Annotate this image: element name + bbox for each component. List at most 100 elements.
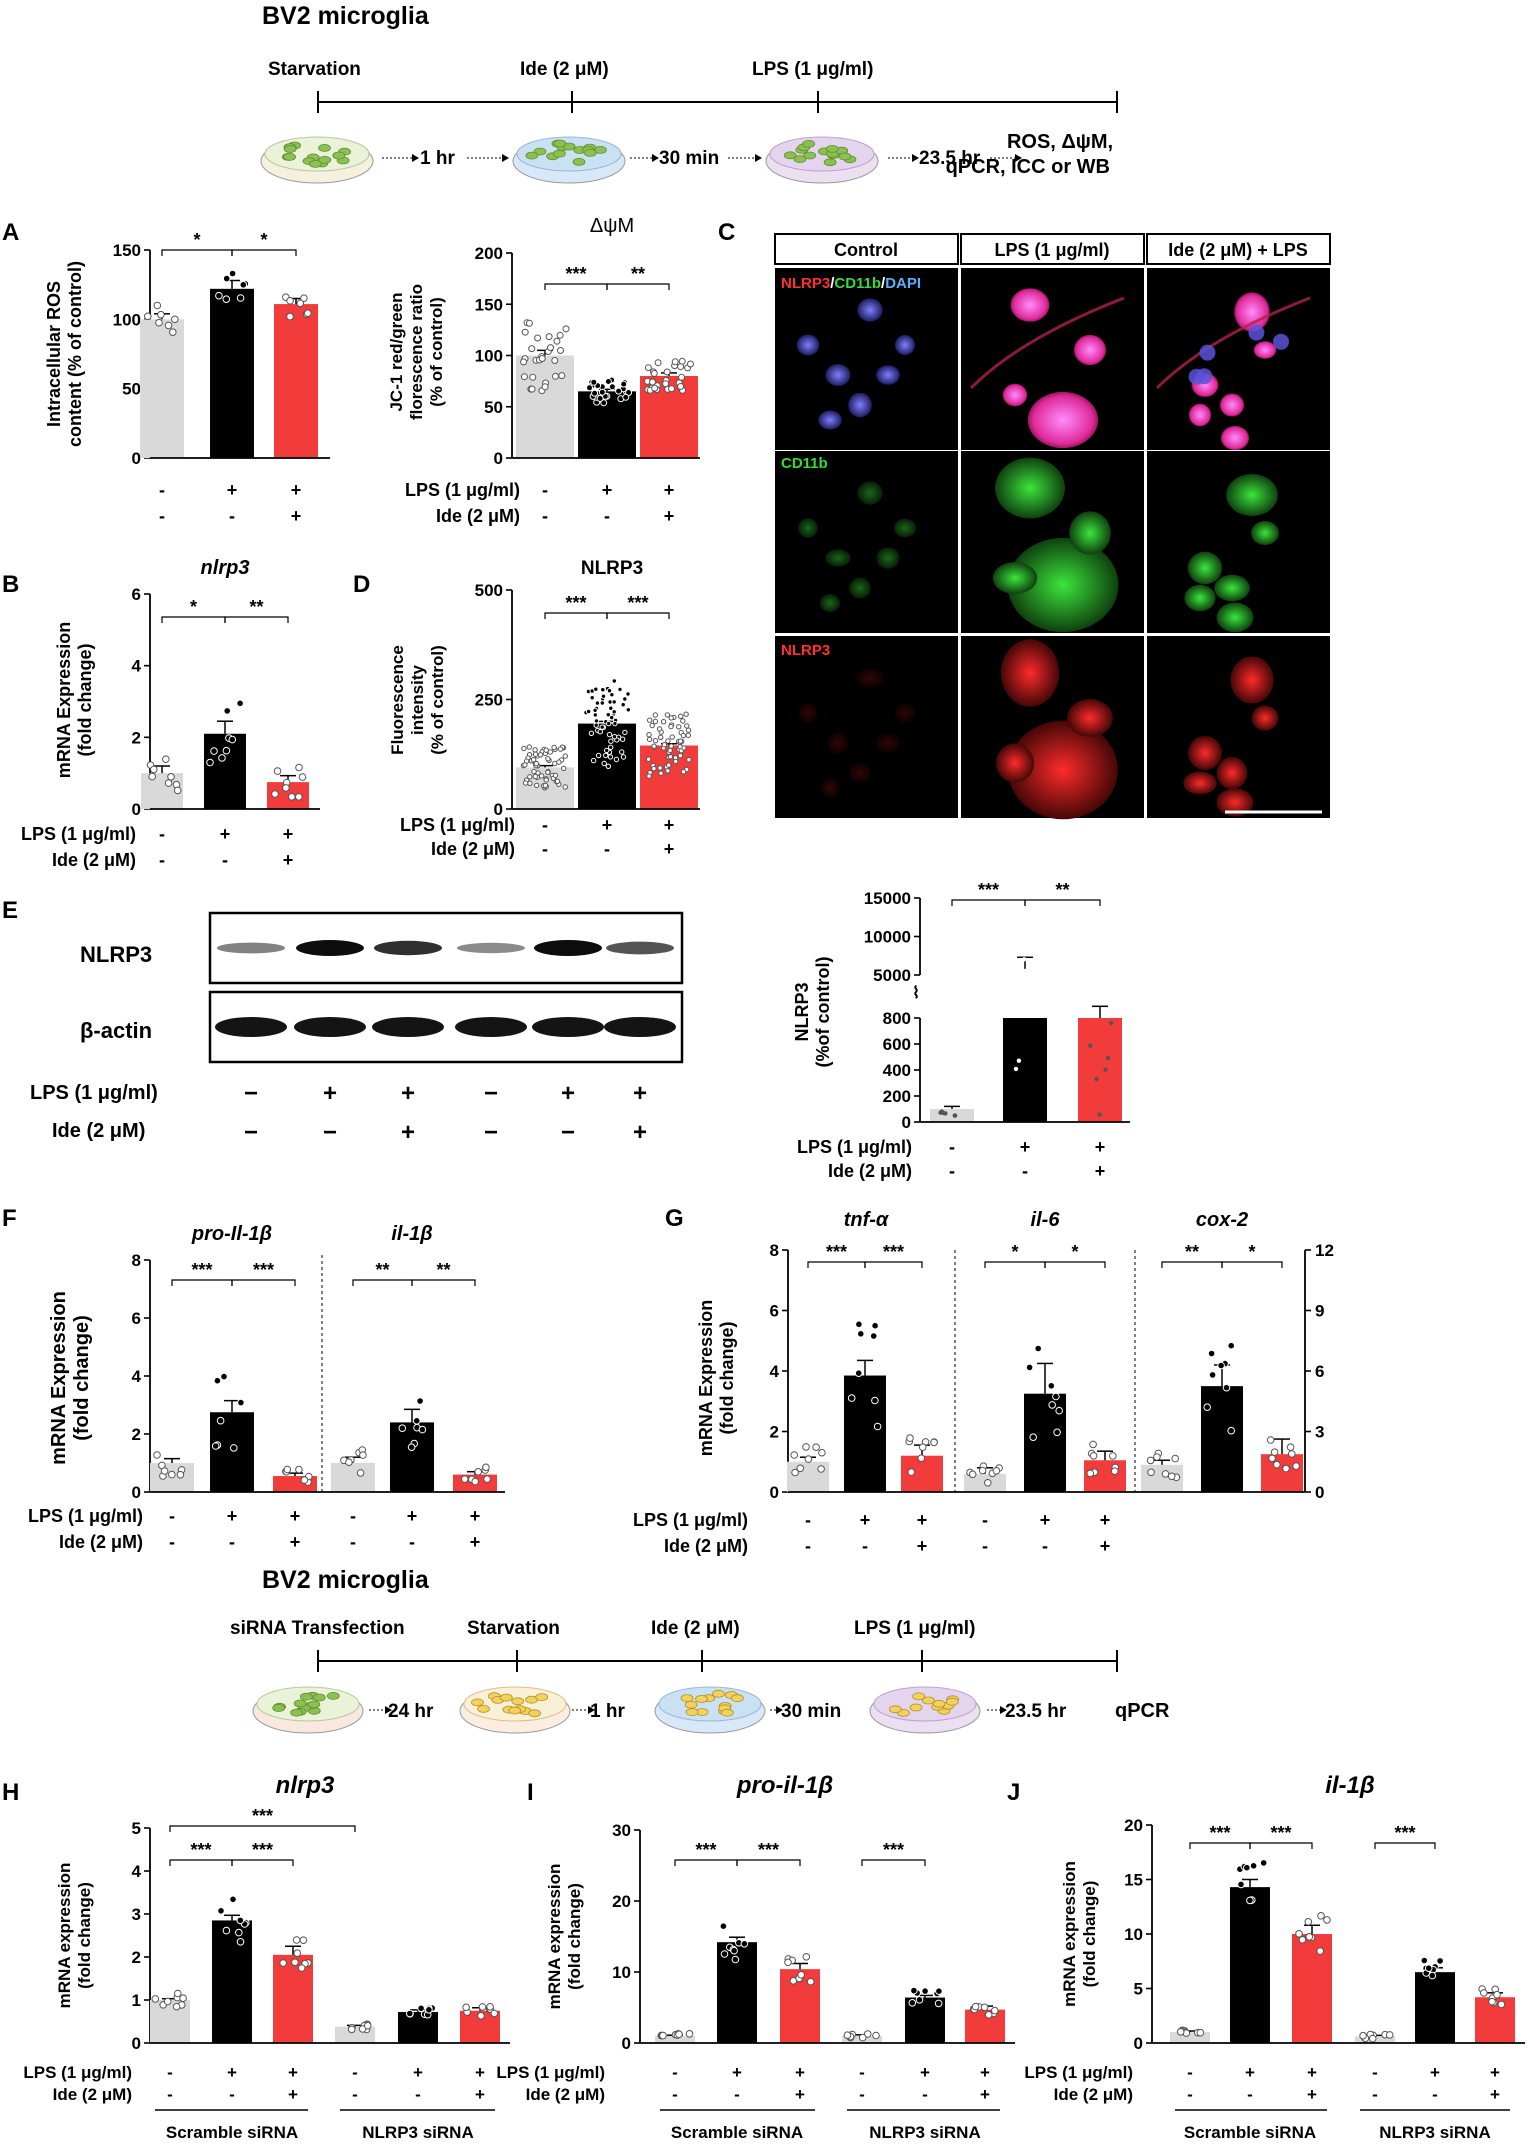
data-point bbox=[613, 756, 620, 763]
data-point bbox=[593, 686, 599, 692]
event-label: Ide (2 μM) bbox=[651, 1618, 740, 1639]
data-point bbox=[553, 337, 561, 345]
data-point bbox=[1207, 1349, 1216, 1358]
data-point bbox=[606, 720, 612, 727]
data-point bbox=[594, 700, 601, 706]
significance-bracket bbox=[231, 1859, 294, 1866]
micrograph-tile bbox=[775, 636, 958, 818]
significance-mark: *** bbox=[253, 1260, 274, 1280]
cell-body bbox=[796, 334, 820, 356]
data-point bbox=[818, 1448, 826, 1457]
ide-sign: - bbox=[350, 1532, 356, 1552]
data-point bbox=[1047, 1382, 1056, 1390]
y-axis-label: mRNA expression(fold change) bbox=[545, 1864, 584, 2010]
data-point bbox=[601, 760, 607, 767]
data-point bbox=[557, 746, 564, 752]
data-point bbox=[521, 328, 529, 336]
data-point bbox=[556, 331, 564, 339]
bar bbox=[1261, 1454, 1303, 1492]
lps-sign: - bbox=[949, 1137, 955, 1157]
data-point bbox=[1323, 1916, 1331, 1924]
significance-mark: * bbox=[190, 597, 197, 617]
ide-sign: - bbox=[1432, 2085, 1438, 2104]
bar bbox=[204, 733, 246, 809]
data-point bbox=[620, 754, 627, 760]
blot-lps-sign: + bbox=[323, 1080, 337, 1107]
data-point bbox=[857, 1330, 865, 1338]
data-point bbox=[855, 1320, 863, 1329]
y-tick-label: 0 bbox=[494, 800, 503, 819]
cell bbox=[783, 151, 797, 160]
data-point bbox=[218, 754, 226, 762]
data-point bbox=[412, 1417, 421, 1425]
data-point bbox=[228, 735, 237, 744]
bar bbox=[273, 1954, 313, 2043]
data-point bbox=[547, 749, 553, 755]
cell bbox=[318, 155, 332, 164]
significance-bracket bbox=[864, 1261, 923, 1268]
significance-mark: ** bbox=[436, 1260, 450, 1280]
data-point bbox=[562, 784, 568, 790]
western-blot: NLRP3 β-actin LPS (1 μg/ml) Ide (2 μM) −… bbox=[30, 911, 684, 1146]
significance-mark: *** bbox=[1394, 1823, 1415, 1843]
data-point bbox=[239, 281, 248, 289]
nucleus bbox=[1273, 333, 1289, 350]
data-point bbox=[646, 732, 652, 738]
cell bbox=[477, 1705, 491, 1713]
duration-label: 24 hr bbox=[388, 1701, 434, 1722]
data-point bbox=[596, 395, 604, 402]
lps-sign: + bbox=[664, 480, 675, 500]
significance-mark: *** bbox=[565, 593, 586, 613]
lps-sign: + bbox=[1490, 2063, 1500, 2082]
data-point bbox=[667, 754, 674, 760]
ide-label: Ide (2 μM) bbox=[664, 1536, 748, 1556]
data-point bbox=[650, 370, 658, 377]
data-point bbox=[869, 1332, 878, 1340]
data-point bbox=[460, 1475, 469, 1483]
data-point bbox=[600, 687, 606, 693]
cell bbox=[552, 149, 566, 158]
bar bbox=[140, 319, 184, 458]
data-point bbox=[398, 1424, 407, 1432]
cell bbox=[945, 1697, 959, 1706]
bar bbox=[210, 1412, 254, 1492]
cell-body bbox=[992, 562, 1038, 594]
data-point bbox=[1305, 1933, 1314, 1941]
data-point bbox=[646, 736, 653, 743]
cell bbox=[307, 1700, 321, 1709]
data-point bbox=[1488, 1997, 1496, 2006]
data-point bbox=[654, 359, 662, 367]
data-point bbox=[561, 765, 567, 772]
lps-sign: + bbox=[732, 2063, 742, 2082]
data-point bbox=[812, 1443, 820, 1451]
significance-mark: * bbox=[193, 230, 200, 250]
group-label: NLRP3 siRNA bbox=[869, 2123, 980, 2142]
data-point bbox=[651, 765, 657, 772]
significance-bracket bbox=[544, 612, 608, 619]
lps-sign: + bbox=[602, 815, 613, 835]
cell-body bbox=[1251, 705, 1279, 731]
y-axis-label: mRNA expression(fold change) bbox=[55, 1863, 94, 2009]
data-point bbox=[676, 724, 682, 730]
significance-bracket bbox=[951, 899, 1026, 906]
data-point bbox=[417, 2004, 425, 2013]
data-point bbox=[345, 1458, 353, 1466]
ide-sign: + bbox=[1307, 2085, 1317, 2104]
data-point bbox=[295, 1465, 303, 1474]
cell-body bbox=[1253, 341, 1277, 359]
significance-mark: *** bbox=[252, 1806, 273, 1826]
data-point bbox=[984, 1479, 992, 1487]
blot-band-label: NLRP3 bbox=[80, 942, 152, 967]
data-point bbox=[1246, 1896, 1254, 1905]
data-point bbox=[562, 753, 568, 759]
data-point bbox=[1089, 1452, 1098, 1460]
data-point bbox=[222, 1926, 231, 1935]
data-point bbox=[525, 319, 533, 327]
data-point bbox=[921, 1987, 929, 1995]
cell bbox=[731, 1694, 744, 1703]
data-point bbox=[1025, 1363, 1034, 1372]
significance-bracket bbox=[544, 283, 608, 290]
y-tick-label: 0 bbox=[622, 2034, 631, 2053]
data-point bbox=[686, 757, 692, 763]
